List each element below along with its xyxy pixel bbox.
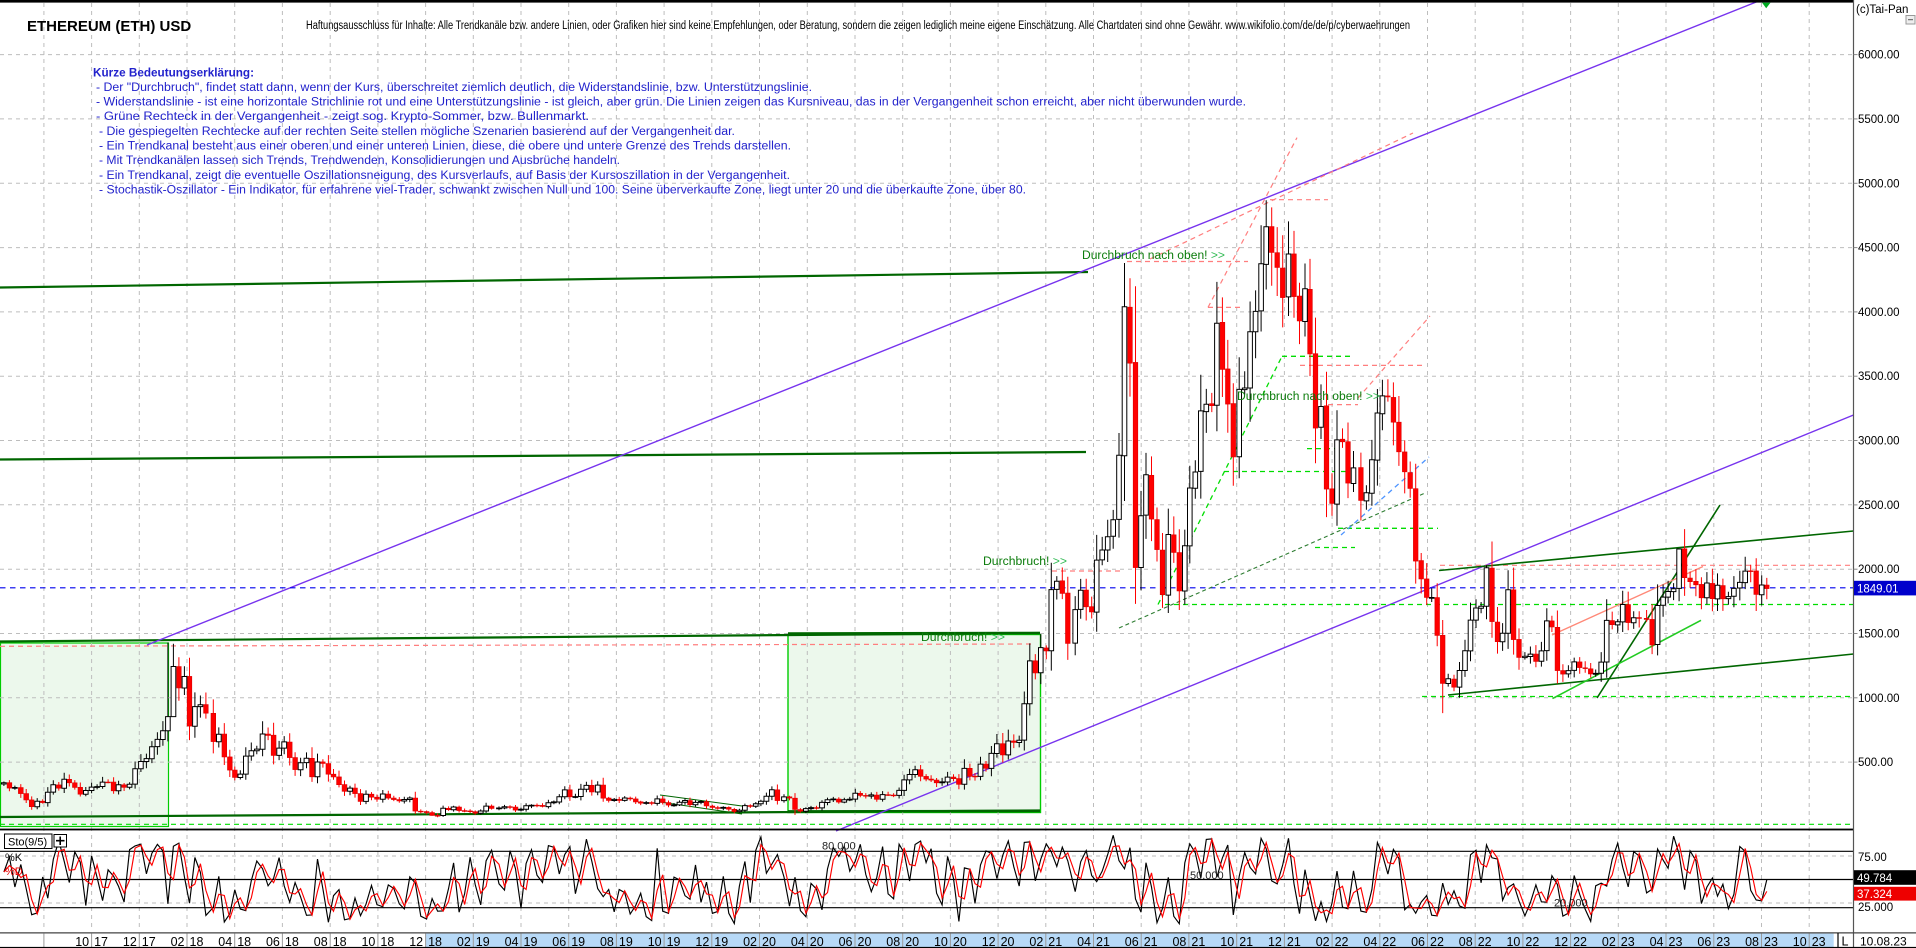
svg-text:20.000: 20.000 — [1554, 898, 1588, 910]
svg-text:04 20: 04 20 — [791, 935, 824, 948]
svg-text:%D: %D — [5, 866, 23, 878]
svg-text:08 18: 08 18 — [314, 935, 347, 948]
svg-text:Durchbruch! >>: Durchbruch! >> — [983, 556, 1067, 568]
svg-text:10 20: 10 20 — [934, 935, 967, 948]
svg-text:06 18: 06 18 — [266, 935, 299, 948]
svg-text:12 21: 12 21 — [1268, 935, 1301, 948]
svg-text:02 22: 02 22 — [1316, 935, 1349, 948]
svg-text:10 21: 10 21 — [1220, 935, 1253, 948]
svg-text:08 19: 08 19 — [600, 935, 633, 948]
svg-text:04 18: 04 18 — [218, 935, 251, 948]
svg-text:02 19: 02 19 — [457, 935, 490, 948]
svg-text:(c)Tai-Pan: (c)Tai-Pan — [1856, 4, 1908, 16]
svg-text:6000.00: 6000.00 — [1858, 50, 1900, 62]
svg-text:75.00: 75.00 — [1858, 852, 1887, 864]
svg-text:2000.00: 2000.00 — [1858, 564, 1900, 576]
svg-text:08 20: 08 20 — [886, 935, 919, 948]
svg-text:- Ein Trendkanal besteht aus e: - Ein Trendkanal besteht aus einer obere… — [99, 141, 791, 153]
svg-text:- Widerstandslinie - ist eine: - Widerstandslinie - ist eine horizontal… — [96, 97, 1246, 109]
svg-text:3500.00: 3500.00 — [1858, 371, 1900, 383]
svg-text:ETHEREUM (ETH) USD: ETHEREUM (ETH) USD — [27, 18, 191, 35]
svg-text:Durchbruch nach oben! >>: Durchbruch nach oben! >> — [1237, 391, 1380, 403]
svg-text:4000.00: 4000.00 — [1858, 307, 1900, 319]
svg-text:10 18: 10 18 — [361, 935, 394, 948]
svg-text:Haftungsausschluss für Inhalte: Haftungsausschluss für Inhalte: Alle Tre… — [306, 20, 1410, 32]
svg-text:06 19: 06 19 — [552, 935, 585, 948]
svg-text:80.000: 80.000 — [822, 841, 856, 853]
svg-text:500.00: 500.00 — [1858, 757, 1893, 769]
svg-text:3000.00: 3000.00 — [1858, 436, 1900, 448]
svg-text:12 18: 12 18 — [409, 935, 442, 948]
svg-text:L: L — [1842, 935, 1849, 948]
svg-text:12 20: 12 20 — [982, 935, 1015, 948]
svg-text:5500.00: 5500.00 — [1858, 114, 1900, 126]
svg-text:- Grüne Rechteck in der Vergan: - Grüne Rechteck in der Vergangenheit - … — [96, 111, 589, 123]
svg-text:10 19: 10 19 — [648, 935, 681, 948]
svg-text:- Der "Durchbruch", findet sta: - Der "Durchbruch", findet statt dann, w… — [96, 82, 812, 94]
svg-text:Durchbruch nach oben! >>: Durchbruch nach oben! >> — [1082, 250, 1225, 262]
svg-text:10.08.23: 10.08.23 — [1860, 935, 1907, 948]
svg-text:49.784: 49.784 — [1857, 873, 1893, 885]
svg-text:06 23: 06 23 — [1697, 935, 1730, 948]
svg-text:4500.00: 4500.00 — [1858, 243, 1900, 255]
svg-text:06 20: 06 20 — [839, 935, 872, 948]
svg-text:10 17: 10 17 — [75, 935, 108, 948]
svg-text:02 20: 02 20 — [743, 935, 776, 948]
svg-text:%K: %K — [5, 852, 23, 864]
svg-text:10 23: 10 23 — [1793, 935, 1826, 948]
svg-text:- Stochastik-Oszillator - Ein: - Stochastik-Oszillator - Ein Indikator,… — [99, 185, 1026, 197]
svg-text:1000.00: 1000.00 — [1858, 693, 1900, 705]
svg-text:37.324: 37.324 — [1857, 889, 1893, 901]
svg-text:04 23: 04 23 — [1650, 935, 1683, 948]
svg-text:Durchbruch! >>: Durchbruch! >> — [921, 632, 1005, 644]
svg-text:04 21: 04 21 — [1077, 935, 1110, 948]
svg-text:10 22: 10 22 — [1506, 935, 1539, 948]
svg-text:04 19: 04 19 — [505, 935, 538, 948]
svg-text:2500.00: 2500.00 — [1858, 500, 1900, 512]
svg-text:- Ein Trendkanal, zeigt die ev: - Ein Trendkanal, zeigt die eventuelle O… — [99, 170, 790, 182]
svg-text:12 22: 12 22 — [1554, 935, 1587, 948]
svg-text:1500.00: 1500.00 — [1858, 629, 1900, 641]
svg-text:50.000: 50.000 — [1190, 870, 1224, 882]
svg-text:08 21: 08 21 — [1172, 935, 1205, 948]
svg-text:1849.01: 1849.01 — [1857, 584, 1899, 596]
svg-text:08 22: 08 22 — [1459, 935, 1492, 948]
svg-text:Kürze Bedeutungserklärung:: Kürze Bedeutungserklärung: — [93, 66, 254, 80]
svg-text:04 22: 04 22 — [1363, 935, 1396, 948]
svg-text:- Die gespiegelten Rechtecke a: - Die gespiegelten Rechtecke auf der rec… — [99, 126, 735, 138]
svg-text:02 21: 02 21 — [1029, 935, 1062, 948]
svg-text:Sto(9/5): Sto(9/5) — [8, 837, 47, 849]
svg-text:06 22: 06 22 — [1411, 935, 1444, 948]
svg-text:12 19: 12 19 — [695, 935, 728, 948]
svg-text:12 17: 12 17 — [123, 935, 156, 948]
svg-text:02 23: 02 23 — [1602, 935, 1635, 948]
svg-text:25.000: 25.000 — [1858, 902, 1893, 914]
svg-text:08 23: 08 23 — [1745, 935, 1778, 948]
svg-text:06 21: 06 21 — [1125, 935, 1158, 948]
svg-text:- Mit Trendkanälen lassen sich: - Mit Trendkanälen lassen sich Trends, T… — [99, 155, 620, 167]
svg-text:5000.00: 5000.00 — [1858, 178, 1900, 190]
svg-text:02 18: 02 18 — [171, 935, 204, 948]
